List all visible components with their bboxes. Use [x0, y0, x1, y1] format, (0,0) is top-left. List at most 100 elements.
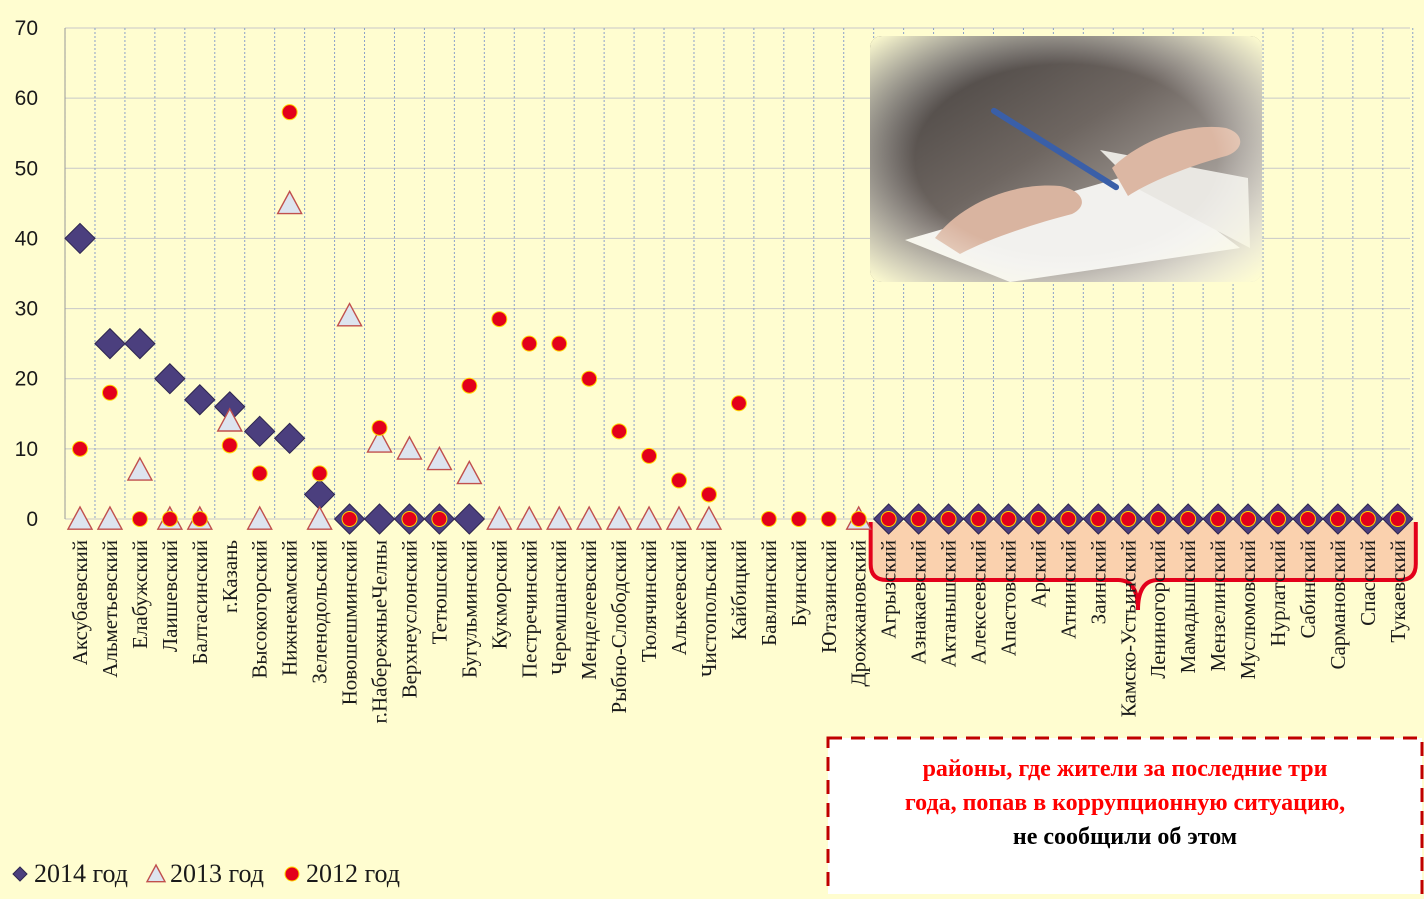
- x-tick-label: Тукаевский: [1386, 540, 1410, 643]
- legend: 2014 год 2013 год 2012 год: [12, 859, 400, 888]
- data-point-circle: [700, 486, 717, 503]
- data-point-circle: [1090, 511, 1107, 527]
- data-point-circle: [371, 419, 388, 436]
- highlight-layer: [868, 522, 1418, 611]
- data-point-diamond: [303, 478, 336, 511]
- data-point-triangle: [665, 505, 693, 530]
- x-tick-label: Балтасинский: [188, 540, 212, 665]
- x-tick-label: Чистопольский: [697, 540, 721, 677]
- x-tick-label: Алькеевский: [667, 540, 691, 655]
- x-tick-label: Пестречинский: [517, 540, 541, 678]
- data-point-circle: [1299, 511, 1316, 527]
- data-point-diamond: [363, 503, 396, 535]
- data-point-circle: [1150, 511, 1167, 527]
- data-point-triangle: [456, 459, 483, 485]
- x-tick-label: Елабужский: [128, 540, 152, 649]
- data-point-circle: [431, 511, 448, 527]
- x-tick-label: Агрызский: [877, 540, 901, 639]
- data-point-circle: [611, 423, 628, 440]
- x-tick-label: г.НабережныеЧелны: [368, 540, 392, 724]
- data-point-triangle: [66, 505, 94, 530]
- x-tick-label: Заинский: [1086, 540, 1110, 624]
- data-point-triangle: [96, 505, 124, 530]
- x-tick-label: Азнакаевский: [907, 540, 931, 664]
- y-tick-label: 0: [26, 508, 38, 531]
- data-point-circle: [341, 511, 358, 527]
- data-point-circle: [940, 511, 957, 527]
- data-point-circle: [1180, 511, 1197, 527]
- x-tick-label: Нурлатский: [1266, 540, 1290, 647]
- data-point-circle: [221, 437, 238, 454]
- data-point-triangle: [546, 505, 573, 530]
- data-point-circle: [1210, 511, 1227, 527]
- x-tick-label: Актанышский: [937, 540, 961, 667]
- x-tick-label: Верхнеуслонский: [397, 540, 421, 698]
- x-tick-label: Менделеевский: [577, 540, 601, 680]
- x-tick-label: Лениногорский: [1146, 540, 1170, 679]
- data-point-diamond: [453, 503, 486, 535]
- data-point-triangle: [246, 505, 273, 530]
- data-point-triangle: [575, 505, 603, 530]
- axis-layer: 0 10 20 30 40 50 60 70 Аксубаевский Альметьевский…: [15, 17, 1410, 724]
- x-tick-label: Бавлинский: [757, 540, 781, 646]
- data-point-triangle: [216, 407, 243, 432]
- photo-hands-writing-image: [870, 36, 1262, 282]
- y-tick-label: 70: [15, 17, 38, 40]
- data-point-circle: [131, 511, 148, 527]
- data-point-triangle: [695, 505, 723, 530]
- x-tick-label: Апастовский: [996, 540, 1020, 656]
- data-point-circle: [970, 511, 987, 527]
- data-point-circle: [1329, 511, 1346, 527]
- data-point-circle: [101, 384, 118, 401]
- data-point-circle: [850, 511, 867, 527]
- x-tick-label: Атнинский: [1056, 540, 1080, 639]
- data-point-circle: [910, 511, 927, 527]
- data-point-diamond: [124, 327, 156, 360]
- data-point-diamond: [94, 327, 126, 360]
- legend-marker-diamond: [12, 866, 28, 882]
- grid-layer: [64, 27, 1414, 520]
- data-point-circle: [251, 465, 268, 482]
- data-point-triangle: [366, 428, 393, 453]
- x-tick-label: Новошешминский: [338, 540, 362, 705]
- data-point-diamond: [273, 422, 306, 455]
- data-point-circle: [1270, 511, 1286, 527]
- data-point-triangle: [396, 435, 423, 460]
- data-point-circle: [521, 335, 538, 352]
- data-point-circle: [730, 395, 747, 412]
- data-point-circle: [820, 511, 837, 527]
- data-point-diamond: [64, 222, 96, 255]
- data-point-diamond: [154, 363, 186, 395]
- callout-line-2: года, попав в коррупционную ситуацию,: [905, 790, 1345, 816]
- data-point-triangle: [426, 445, 453, 471]
- x-tick-label: Аксубаевский: [68, 540, 92, 665]
- x-tick-label: Муслюмовский: [1236, 540, 1260, 679]
- data-point-circle: [1240, 511, 1257, 527]
- legend-label: 2012 год: [306, 859, 400, 888]
- callout-line-3: не сообщили об этом: [1013, 824, 1237, 850]
- data-point-circle: [161, 511, 178, 527]
- data-point-diamond: [243, 415, 276, 448]
- x-tick-label: Сармановский: [1326, 540, 1350, 670]
- y-tick-label: 60: [15, 87, 38, 110]
- marks-layer: [64, 104, 1414, 535]
- y-tick-label: 30: [15, 298, 38, 321]
- data-point-triangle: [336, 302, 363, 327]
- y-tick-label: 40: [15, 227, 38, 250]
- data-point-circle: [311, 465, 328, 482]
- data-point-triangle: [635, 505, 663, 530]
- x-tick-label: Рыбно-Слободский: [607, 540, 631, 713]
- data-point-diamond: [184, 384, 216, 416]
- x-tick-label: Спасский: [1356, 540, 1380, 626]
- data-point-circle: [72, 440, 88, 457]
- x-tick-label: Черемшанский: [547, 540, 571, 675]
- data-point-circle: [1389, 511, 1406, 527]
- x-tick-label: Бугульминский: [457, 540, 481, 678]
- x-tick-label: Сабинский: [1296, 540, 1320, 639]
- data-point-circle: [790, 511, 807, 527]
- data-point-triangle: [516, 505, 543, 530]
- data-point-circle: [191, 511, 208, 527]
- legend-label: 2013 год: [170, 859, 264, 888]
